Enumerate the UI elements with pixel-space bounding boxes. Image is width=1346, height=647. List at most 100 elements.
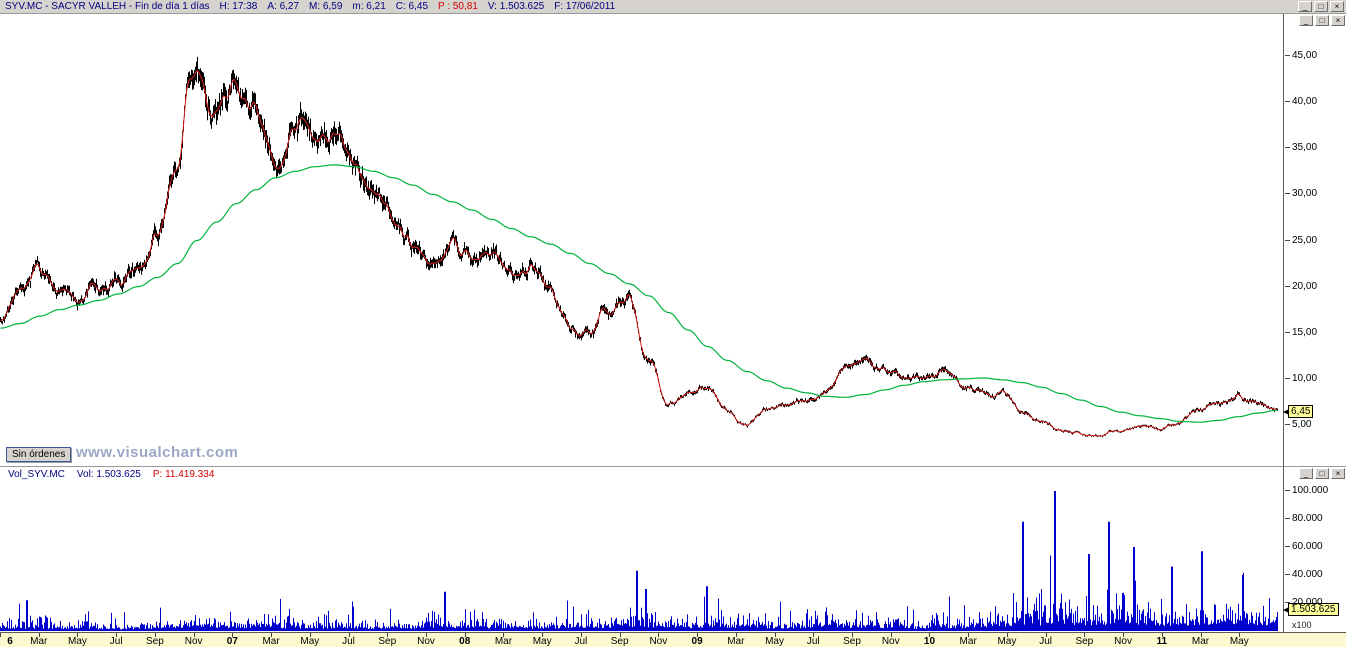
- time-tick: [580, 633, 582, 637]
- time-label: Sep: [1075, 636, 1094, 647]
- time-label: Nov: [1114, 636, 1132, 647]
- price-tick-label: 20,00: [1284, 280, 1318, 292]
- vol-maximize-icon[interactable]: □: [1315, 468, 1329, 479]
- time-tick: [774, 633, 776, 637]
- pane-maximize-icon[interactable]: □: [1315, 15, 1329, 26]
- time-label: Jul: [574, 636, 588, 647]
- time-tick: [619, 633, 621, 637]
- titlebar-window-buttons: _ □ ×: [1298, 1, 1346, 12]
- volume-header: Vol_SYV.MC Vol: 1.503.625 P: 11.419.334: [8, 469, 226, 480]
- time-tick: [1006, 633, 1008, 637]
- time-label: Nov: [417, 636, 435, 647]
- pane-minimize-icon[interactable]: _: [1299, 15, 1313, 26]
- text-segment: P : 50,81: [438, 1, 478, 12]
- text-segment: M: 6,59: [309, 1, 343, 12]
- time-label: Nov: [649, 636, 668, 647]
- close-icon[interactable]: ×: [1330, 1, 1344, 12]
- maximize-icon[interactable]: □: [1314, 1, 1328, 12]
- time-tick: [426, 633, 427, 637]
- price-chart-pane[interactable]: Sin órdenes www.visualchart.com: [0, 14, 1283, 466]
- time-tick: [503, 633, 505, 637]
- time-tick: [193, 633, 195, 637]
- time-tick: [0, 633, 1, 637]
- time-tick: [1084, 633, 1086, 637]
- time-tick: [348, 633, 350, 637]
- time-tick: [77, 633, 79, 637]
- price-pane-window-buttons: _ □ ×: [1299, 15, 1345, 26]
- price-tick-label: 15,00: [1284, 326, 1318, 338]
- time-label: May: [532, 636, 552, 647]
- time-label: Jul: [342, 636, 355, 647]
- time-label: Mar: [30, 636, 48, 647]
- time-tick: [968, 633, 970, 637]
- vol-minimize-icon[interactable]: _: [1299, 468, 1313, 479]
- time-tick: [387, 633, 389, 637]
- time-tick: [658, 633, 660, 637]
- time-label: Sep: [843, 636, 861, 647]
- price-tick-label: 30,00: [1284, 188, 1318, 200]
- time-label: Mar: [727, 636, 745, 647]
- time-tick: [309, 633, 311, 637]
- time-label: May: [765, 636, 784, 647]
- time-label: 08: [459, 636, 471, 647]
- price-tick-label: 45,00: [1284, 50, 1318, 61]
- chart-window-titlebar[interactable]: SYV.MC - SACYR VALLEH - Fin de día 1 día…: [0, 0, 1346, 14]
- vol-close-icon[interactable]: ×: [1331, 468, 1345, 479]
- text-segment: F: 17/06/2011: [554, 1, 616, 12]
- time-tick: [1200, 633, 1202, 637]
- price-chart-canvas[interactable]: [0, 14, 1283, 466]
- price-tick-label: 35,00: [1284, 142, 1318, 154]
- text-segment: Vol_SYV.MC: [8, 469, 65, 480]
- time-label: 07: [226, 636, 238, 647]
- time-label: 6: [7, 636, 13, 647]
- time-label: Jul: [109, 636, 123, 647]
- volume-chart-canvas[interactable]: [0, 483, 1283, 632]
- time-label: 09: [691, 636, 703, 647]
- time-tick: [929, 633, 931, 637]
- time-tick: [890, 633, 892, 637]
- price-axis[interactable]: _ □ × 6,45 45,00 40,00 35,00 30,00 25,00 20,0…: [1282, 14, 1346, 466]
- text-segment: A: 6,27: [267, 1, 300, 12]
- volume-tick-label: 80.000: [1285, 513, 1323, 524]
- time-tick: [1123, 633, 1125, 637]
- volume-axis[interactable]: _ □ × 1.503.625 x100 100.000 80.000 60.000…: [1283, 466, 1346, 632]
- time-label: Nov: [184, 636, 203, 647]
- time-label: Jul: [806, 636, 820, 647]
- time-label: Mar: [959, 636, 977, 647]
- last-volume-tag: 1.503.625: [1283, 602, 1339, 616]
- volume-scale-label: x100: [1292, 620, 1312, 630]
- time-axis[interactable]: 6 Mar May Jul Sep Nov 07 Mar May Jul Sep Nov 08 Mar Ma…: [0, 632, 1346, 647]
- time-tick: [154, 633, 156, 637]
- volume-tick-label: 100.000: [1284, 485, 1329, 496]
- time-tick: [697, 633, 699, 637]
- time-tick: [852, 633, 853, 637]
- volume-pane[interactable]: Vol_SYV.MC Vol: 1.503.625 P: 11.419.334: [0, 466, 1283, 632]
- price-tick-label: 25,00: [1284, 234, 1318, 246]
- text-segment: P: 11.419.334: [152, 469, 215, 480]
- time-label: Nov: [881, 636, 900, 647]
- volume-tick-label: 40.000: [1285, 569, 1323, 580]
- volume-pane-window-buttons: _ □ ×: [1299, 468, 1345, 479]
- price-tick-label: 5,00: [1284, 419, 1312, 430]
- text-segment: Vol: 1.503.625: [76, 469, 141, 480]
- time-label: 11: [1156, 636, 1168, 647]
- pane-close-icon[interactable]: ×: [1331, 15, 1345, 26]
- time-tick: [1045, 633, 1047, 637]
- time-label: May: [68, 636, 87, 647]
- volume-tick-label: 60.000: [1285, 541, 1323, 552]
- time-tick: [464, 633, 466, 637]
- visualchart-watermark: www.visualchart.com: [76, 444, 239, 461]
- sin-ordenes-button[interactable]: Sin órdenes: [6, 447, 72, 462]
- price-tick-label: 40,00: [1284, 96, 1318, 108]
- time-tick: [116, 633, 118, 637]
- time-label: Sep: [610, 636, 629, 647]
- time-tick: [735, 633, 737, 637]
- time-label: Sep: [378, 636, 397, 647]
- minimize-icon[interactable]: _: [1298, 1, 1312, 12]
- time-tick: [38, 633, 40, 637]
- text-segment: SYV.MC - SACYR VALLEH - Fin de día 1 día…: [5, 1, 210, 12]
- time-label: May: [300, 636, 320, 647]
- time-label: Mar: [262, 636, 280, 647]
- time-label: Jul: [1039, 636, 1053, 647]
